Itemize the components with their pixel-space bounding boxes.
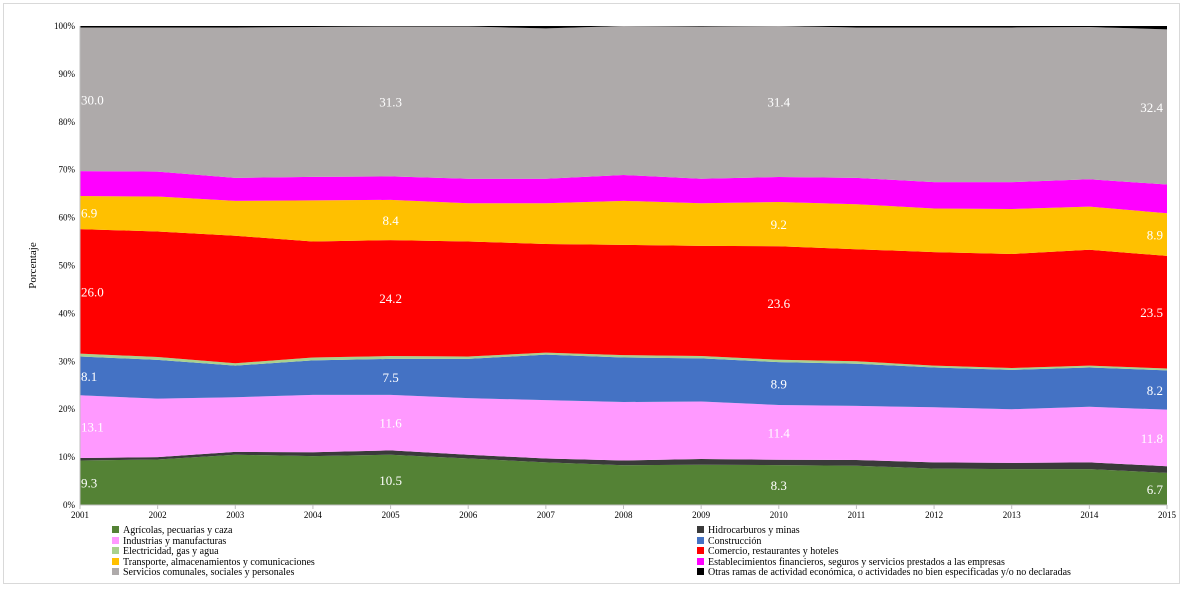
data-label: 32.4 xyxy=(1140,100,1163,115)
legend-label: Industrias y manufacturas xyxy=(123,535,227,547)
legend-label: Transporte, almacenamientos y comunicaci… xyxy=(123,556,315,568)
legend-swatch xyxy=(697,536,704,544)
x-tick-label: 2012 xyxy=(925,510,943,520)
data-label: 9.3 xyxy=(81,476,97,491)
x-tick-label: 2008 xyxy=(615,510,634,520)
area-series-6 xyxy=(80,196,1167,256)
legend-label: Comercio, restaurantes y hoteles xyxy=(708,546,839,558)
x-tick-label: 2005 xyxy=(382,510,401,520)
y-axis-label: Porcentaje xyxy=(27,242,39,289)
data-label: 8.4 xyxy=(382,213,399,228)
data-label: 8.9 xyxy=(771,377,787,392)
legend-item: Hidrocarburos y minas xyxy=(697,525,800,537)
data-label: 8.2 xyxy=(1147,383,1163,398)
legend-label: Servicios comunales, sociales y personal… xyxy=(123,567,295,579)
area-series-2 xyxy=(80,394,1167,467)
data-label: 6.9 xyxy=(81,206,97,221)
data-labels-group: 9.3 10.5 8.3 6.7 13.1 11.6 11.4 11.8 8.1 7.5 8.9 8.… xyxy=(81,92,1164,497)
y-tick-label: 20% xyxy=(59,404,76,414)
data-label: 11.6 xyxy=(379,416,402,431)
area-series-7 xyxy=(80,171,1167,214)
x-tick-label: 2003 xyxy=(226,510,245,520)
legend-item: Construcción xyxy=(697,535,762,548)
data-label: 13.1 xyxy=(81,420,104,435)
legend-item: Agrícolas, pecuarias y caza xyxy=(112,525,233,537)
legend-item: Electricidad, gas y agua xyxy=(112,546,219,558)
data-label: 31.4 xyxy=(767,95,790,110)
data-label: 6.7 xyxy=(1147,482,1164,497)
area-series-8 xyxy=(80,26,1167,185)
legend-item: Comercio, restaurantes y hoteles xyxy=(697,546,839,558)
legend-swatch xyxy=(697,557,704,565)
y-tick-label: 90% xyxy=(59,69,76,79)
x-tick-label: 2013 xyxy=(1003,510,1022,520)
legend-label: Hidrocarburos y minas xyxy=(708,525,800,536)
y-tick-label: 10% xyxy=(59,452,76,462)
y-tick-label: 40% xyxy=(59,308,76,318)
legend-label: Electricidad, gas y agua xyxy=(123,546,219,558)
legend-item: Otras ramas de actividad económica, o ac… xyxy=(697,568,1071,579)
x-tick-label: 2001 xyxy=(71,510,89,520)
x-tick-label: 2004 xyxy=(304,510,323,520)
legend-swatch xyxy=(112,526,119,533)
x-tick-label: 2011 xyxy=(848,510,866,520)
area-series-3 xyxy=(80,354,1167,410)
legend-swatch xyxy=(697,526,704,533)
area-series-9 xyxy=(80,26,1167,30)
x-tick-label: 2015 xyxy=(1158,510,1177,520)
y-tick-label: 0% xyxy=(63,500,76,510)
area-series-4 xyxy=(80,352,1167,371)
x-tick-label: 2007 xyxy=(537,510,556,520)
data-label: 9.2 xyxy=(771,217,787,232)
y-tick-label: 70% xyxy=(59,165,76,175)
x-tick-label: 2002 xyxy=(149,510,167,520)
data-label: 7.5 xyxy=(382,370,398,385)
data-label: 8.3 xyxy=(771,478,787,493)
legend-label: Construcción xyxy=(708,535,762,547)
y-tick-label: 50% xyxy=(59,261,76,271)
chart-frame xyxy=(3,3,1180,584)
legend-label: Otras ramas de actividad económica, o ac… xyxy=(708,567,1071,579)
data-label: 31.3 xyxy=(379,94,402,109)
legend-swatch xyxy=(112,557,119,565)
legend-label: Establecimientos financieros, seguros y … xyxy=(708,556,1005,568)
data-label: 30.0 xyxy=(81,92,104,107)
legend-swatch xyxy=(697,547,704,555)
legend-item: Establecimientos financieros, seguros y … xyxy=(697,556,1005,569)
y-tick-label: 60% xyxy=(59,213,76,223)
x-tick-label: 2009 xyxy=(692,510,711,520)
data-label: 11.4 xyxy=(768,425,791,440)
x-tick-label: 2014 xyxy=(1080,510,1099,520)
data-label: 8.1 xyxy=(81,369,97,384)
legend-swatch xyxy=(112,568,119,576)
area-series-group xyxy=(80,26,1167,505)
legend-swatch xyxy=(697,568,704,576)
data-label: 23.5 xyxy=(1140,305,1163,320)
legend-label: Agrícolas, pecuarias y caza xyxy=(123,525,233,536)
legend-item: Transporte, almacenamientos y comunicaci… xyxy=(112,556,315,569)
y-tick-label: 80% xyxy=(59,117,76,127)
data-label: 8.9 xyxy=(1147,228,1163,243)
data-label: 23.6 xyxy=(767,296,790,311)
data-label: 24.2 xyxy=(379,291,402,306)
axes-group: 0% 10% 20% 30% 40% 50% 60% 70% 80% 90% 100% 2001 200… xyxy=(54,21,1177,520)
data-label: 11.8 xyxy=(1141,431,1163,446)
area-series-1 xyxy=(80,450,1167,473)
legend-swatch xyxy=(112,547,119,555)
area-series-0 xyxy=(80,454,1167,505)
data-label: 26.0 xyxy=(81,284,104,299)
data-label: 10.5 xyxy=(379,473,402,488)
x-tick-label: 2010 xyxy=(770,510,789,520)
legend-swatch xyxy=(112,536,119,544)
legend-item: Servicios comunales, sociales y personal… xyxy=(112,568,294,579)
legend-item: Industrias y manufacturas xyxy=(112,535,227,548)
area-series-5 xyxy=(80,229,1167,369)
y-tick-label: 100% xyxy=(54,21,76,31)
x-tick-label: 2006 xyxy=(459,510,478,520)
y-tick-label: 30% xyxy=(59,356,76,366)
